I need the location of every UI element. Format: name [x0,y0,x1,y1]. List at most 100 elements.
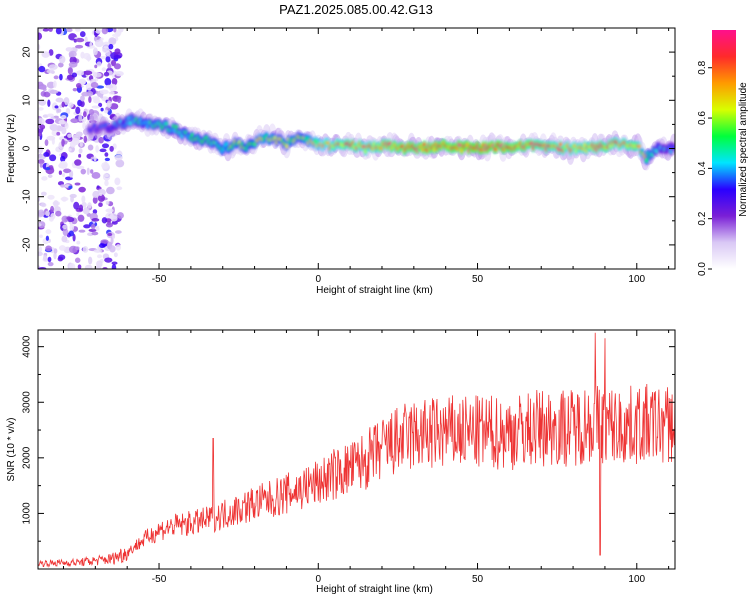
noise-blob [61,127,67,135]
noise-blob [92,47,98,56]
noise-blob [38,196,41,202]
noise-blob [102,48,107,52]
spectrogram-ridge-halo [84,108,675,171]
noise-blob [100,239,109,244]
noise-blob [74,257,81,263]
noise-blob [75,28,81,32]
noise-blob [91,172,101,179]
snr-panel: -50 0 50 100 1000 2000 3000 4000 Height of str… [6,329,676,595]
noise-blob [108,43,114,50]
noise-blob [91,105,100,109]
noise-blob [95,145,99,153]
noise-blob [38,159,45,165]
noise-blob [100,107,104,112]
x-tick-label: 0 [315,574,321,585]
noise-blob [38,118,45,126]
noise-blob [82,111,87,118]
noise-blob [103,71,110,77]
noise-blob [49,124,59,131]
spectrogram-y-axis-label: Frequency (Hz) [6,114,17,183]
noise-blob [42,28,50,32]
noise-blob [49,89,59,95]
noise-blob [69,223,75,231]
noise-blob [43,91,51,98]
x-tick-label: 100 [628,274,645,285]
noise-blob [70,118,80,124]
noise-blob [38,246,43,253]
colorbar: 0.0 0.2 0.4 0.6 0.8 Normalized spectral ampl… [697,30,749,276]
noise-blob [55,210,62,217]
noise-blob [104,109,109,114]
colorbar-tick-label: 0.2 [697,211,708,225]
noise-blob [101,162,110,170]
noise-blob [105,56,111,63]
noise-blob [67,133,73,139]
noise-blob [66,216,72,221]
snr-x-ticks: -50 0 50 100 [62,330,670,585]
noise-blob [38,28,43,33]
noise-blob [66,28,73,33]
noise-blob [80,79,86,86]
noise-blob [105,50,111,57]
noise-blob [88,228,97,232]
noise-blob [59,245,66,251]
spectrogram-marks [38,28,675,269]
noise-blob [49,154,57,162]
noise-blob [111,33,121,38]
noise-blob [78,148,83,154]
noise-blob [104,78,112,86]
noise-blob [58,119,67,125]
noise-blob [63,168,72,174]
noise-blob [47,174,53,178]
y-tick-label: -20 [22,237,33,252]
noise-blob [62,228,69,236]
noise-blob [92,96,100,101]
noise-blob [78,204,84,212]
noise-blob [56,108,62,113]
noise-blob [45,235,50,241]
noise-blob [38,32,43,41]
noise-blob [63,97,70,106]
noise-blob [61,235,68,243]
noise-blob [113,55,122,59]
noise-blob [83,135,88,144]
noise-blob [79,141,83,147]
noise-blob [93,71,98,78]
noise-blob [38,222,42,227]
noise-blob [109,38,116,44]
noise-blob [88,256,93,265]
noise-blob [114,177,121,186]
noise-blob [71,72,78,78]
noise-blob [45,229,52,235]
noise-blob [115,244,122,251]
noise-blob [116,186,123,191]
spectrogram-y-ticks: -20 -10 0 10 20 [22,27,675,270]
noise-blob [105,208,114,213]
noise-blob [45,210,50,217]
noise-blob [105,200,110,205]
noise-blob [39,162,43,168]
noise-blob [38,209,45,217]
noise-blob [104,157,110,162]
spectrogram-x-axis-label: Height of straight line (km) [316,285,433,296]
noise-blob [41,51,50,58]
noise-blob [76,212,80,217]
noise-blob [55,28,62,35]
noise-blob [65,107,71,115]
spectrogram-panel: -50 0 50 100 -20 -10 0 10 20 Height of straight… [6,27,676,296]
noise-blob [91,231,99,236]
noise-blob [101,217,108,224]
noise-blob [81,91,90,97]
noise-blob [79,100,85,108]
noise-blob [78,229,86,233]
noise-blob [92,190,100,198]
noise-blob [55,97,64,103]
noise-blob [106,186,115,195]
noise-blob [42,254,48,261]
snr-frame [37,329,676,570]
noise-blob [38,65,46,73]
noise-blob [108,91,115,95]
noise-blob [82,207,90,215]
spectrogram-ridge [86,113,675,165]
